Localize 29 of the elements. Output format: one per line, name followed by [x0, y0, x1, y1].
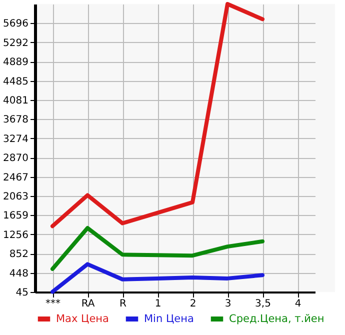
- x-tick-label: RA: [81, 298, 95, 310]
- y-tick-label: 852: [9, 249, 28, 260]
- x-tick-label: 1: [154, 298, 162, 310]
- y-tick-label: 448: [9, 268, 28, 280]
- y-tick-label: 4485: [3, 76, 28, 88]
- y-tick-label: 4081: [3, 96, 28, 107]
- line-series: [50, 2, 264, 228]
- y-tick-label: 3678: [3, 114, 28, 126]
- x-tick-label: 2: [190, 298, 196, 310]
- y-tick-label: 45: [16, 288, 28, 298]
- legend-label: Min Цена: [144, 313, 194, 325]
- x-tick-label: R: [120, 298, 127, 310]
- y-tick-label: 4889: [3, 57, 28, 68]
- x-tick-label: 3: [224, 298, 232, 310]
- line-series: [50, 226, 264, 271]
- line-series: [50, 262, 264, 294]
- y-tick-label: 3274: [3, 134, 28, 145]
- y-tick-label: 2467: [3, 172, 28, 184]
- y-tick-label: 1256: [3, 230, 28, 241]
- y-tick-label: 5696: [3, 18, 28, 30]
- x-tick-label: 4: [294, 298, 302, 310]
- y-tick-label: 5292: [3, 38, 28, 49]
- legend-label: Сред.Цена, т.йен: [229, 313, 324, 325]
- y-tick-label: 2063: [3, 192, 28, 203]
- x-tick-label: ***: [46, 298, 60, 310]
- legend-label: Max Цена: [56, 313, 109, 325]
- y-tick-label: 1659: [3, 210, 28, 222]
- y-tick-label: 2870: [3, 153, 28, 164]
- x-tick-label: 3,5: [255, 298, 271, 310]
